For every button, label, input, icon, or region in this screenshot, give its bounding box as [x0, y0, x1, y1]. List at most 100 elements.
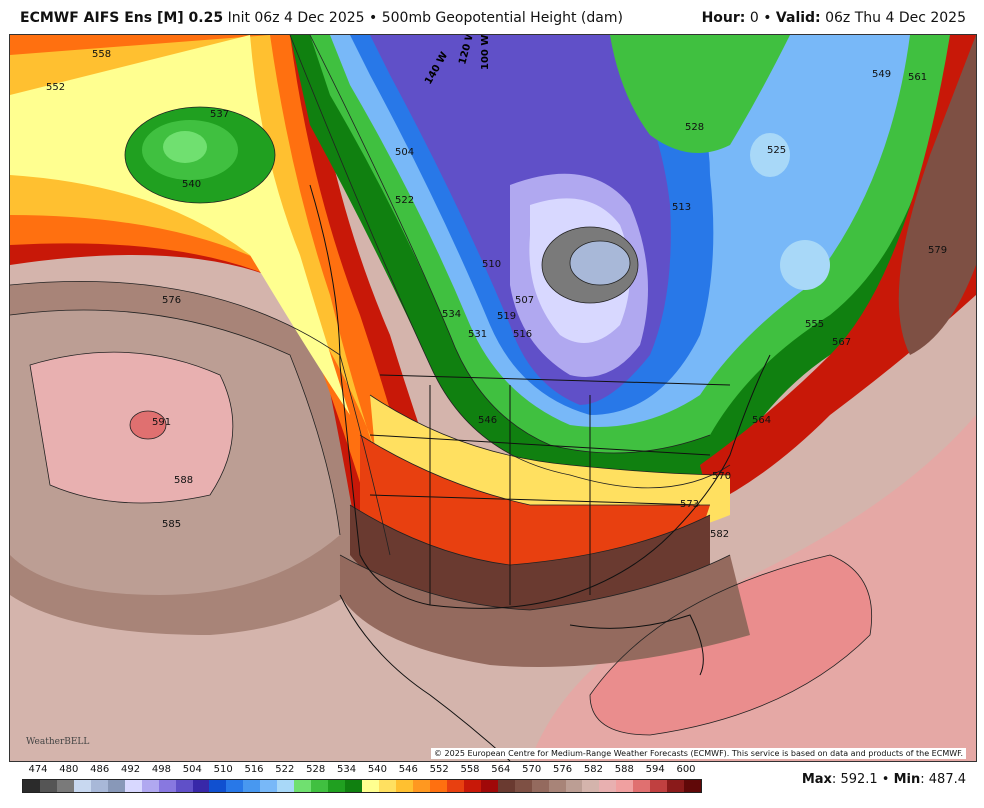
scale-swatch: [429, 780, 447, 792]
scale-swatch: [345, 780, 363, 792]
contour-label: 573: [680, 499, 699, 510]
valid-value: 06z Thu 4 Dec 2025: [825, 10, 966, 26]
contour-label: 525: [767, 145, 786, 156]
contour-label: 519: [497, 311, 516, 322]
weatherbell-logo-icon: WeatherBELL: [26, 737, 90, 747]
scale-label: 558: [460, 764, 480, 775]
scale-swatch: [175, 780, 193, 792]
scale-swatch: [667, 780, 685, 792]
contour-label: 558: [92, 49, 111, 60]
contour-label: 534: [442, 309, 461, 320]
contour-label: 567: [832, 337, 851, 348]
contour-label: 570: [712, 471, 731, 482]
scale-swatch: [73, 780, 91, 792]
scale-swatch: [616, 780, 634, 792]
hour-value: 0: [749, 10, 759, 26]
scale-swatch: [548, 780, 566, 792]
sep-1: •: [369, 10, 378, 26]
scale-swatch: [226, 780, 244, 792]
sep-3: •: [881, 772, 890, 787]
contour-label: 504: [395, 147, 414, 158]
contour-label: 588: [174, 475, 193, 486]
scale-swatch: [107, 780, 125, 792]
scale-label: 576: [553, 764, 573, 775]
scale-label: 504: [182, 764, 202, 775]
contour-label: 513: [672, 202, 691, 213]
max-value: 592.1: [840, 772, 878, 787]
scale-label: 552: [429, 764, 449, 775]
scale-swatch: [362, 780, 380, 792]
scale-bar: [22, 779, 702, 793]
contour-label: 516: [513, 329, 532, 340]
scale-label: 486: [90, 764, 110, 775]
scale-swatch: [599, 780, 617, 792]
scale-swatch: [209, 780, 227, 792]
model-name: ECMWF AIFS Ens [M] 0.25: [20, 10, 224, 26]
scale-swatch: [158, 780, 176, 792]
sep-2: •: [763, 10, 772, 26]
map-panel: 504 507 510 513 516 519 522 525 528 531 534 537 540 5…: [9, 29, 977, 762]
scale-label: 522: [275, 764, 295, 775]
hour-label: Hour:: [701, 10, 746, 26]
contour-label: 522: [395, 195, 414, 206]
contour-label: 579: [928, 245, 947, 256]
contour-label: 528: [685, 122, 704, 133]
scale-label: 516: [244, 764, 264, 775]
field-name: 500mb Geopotential Height (dam): [381, 10, 623, 26]
contour-label: 507: [515, 295, 534, 306]
scale-swatch: [497, 780, 515, 792]
contour-label: 546: [478, 415, 497, 426]
scale-swatch: [243, 780, 261, 792]
scale-swatch: [328, 780, 346, 792]
scale-label: 510: [213, 764, 233, 775]
init-time: Init 06z 4 Dec 2025: [227, 10, 365, 26]
height-map: 504 507 510 513 516 519 522 525 528 531 534 537 540 5…: [9, 29, 976, 762]
contour-label: 591: [152, 417, 171, 428]
scale-swatch: [141, 780, 159, 792]
header-right: Hour: 0 • Valid: 06z Thu 4 Dec 2025: [702, 10, 966, 26]
valid-label: Valid:: [775, 10, 821, 26]
scale-label: 594: [645, 764, 665, 775]
contour-label: 540: [182, 179, 201, 190]
scale-swatch: [531, 780, 549, 792]
contour-label: 585: [162, 519, 181, 530]
scale-swatch: [294, 780, 312, 792]
scale-swatch: [395, 780, 413, 792]
max-label: Max: [801, 772, 832, 787]
scale-swatch: [480, 780, 498, 792]
lon-label-100: 100 W: [480, 35, 491, 70]
contour-label: 555: [805, 319, 824, 330]
scale-swatch: [565, 780, 583, 792]
contour-label: 561: [908, 72, 927, 83]
scale-label: 570: [522, 764, 542, 775]
scale-swatch: [260, 780, 278, 792]
scale-label: 474: [28, 764, 48, 775]
scale-swatch: [56, 780, 74, 792]
scale-label: 588: [614, 764, 634, 775]
scale-label: 534: [337, 764, 357, 775]
scale-label: 528: [306, 764, 326, 775]
scale-swatch: [23, 780, 40, 792]
scale-label: 546: [398, 764, 418, 775]
min-value: 487.4: [928, 772, 966, 787]
contour-label: 582: [710, 529, 729, 540]
scale-label: 498: [151, 764, 171, 775]
scale-swatch: [124, 780, 142, 792]
scale-swatch: [463, 780, 481, 792]
contour-label: 510: [482, 259, 501, 270]
scale-swatch: [684, 780, 702, 792]
contour-label: 576: [162, 295, 181, 306]
scale-swatch: [39, 780, 57, 792]
scale-swatch: [650, 780, 668, 792]
scale-swatch: [633, 780, 651, 792]
scale-label: 600: [676, 764, 696, 775]
contour-label: 564: [752, 415, 771, 426]
scale-label: 582: [583, 764, 603, 775]
scale-swatch: [311, 780, 329, 792]
contour-label: 552: [46, 82, 65, 93]
scale-label: 480: [59, 764, 79, 775]
color-scale: 474 480 486 492 498 504 510 516 522 528 534 540 546 5…: [22, 764, 702, 794]
scale-label: 564: [491, 764, 511, 775]
scale-swatch: [412, 780, 430, 792]
scale-swatch: [192, 780, 210, 792]
